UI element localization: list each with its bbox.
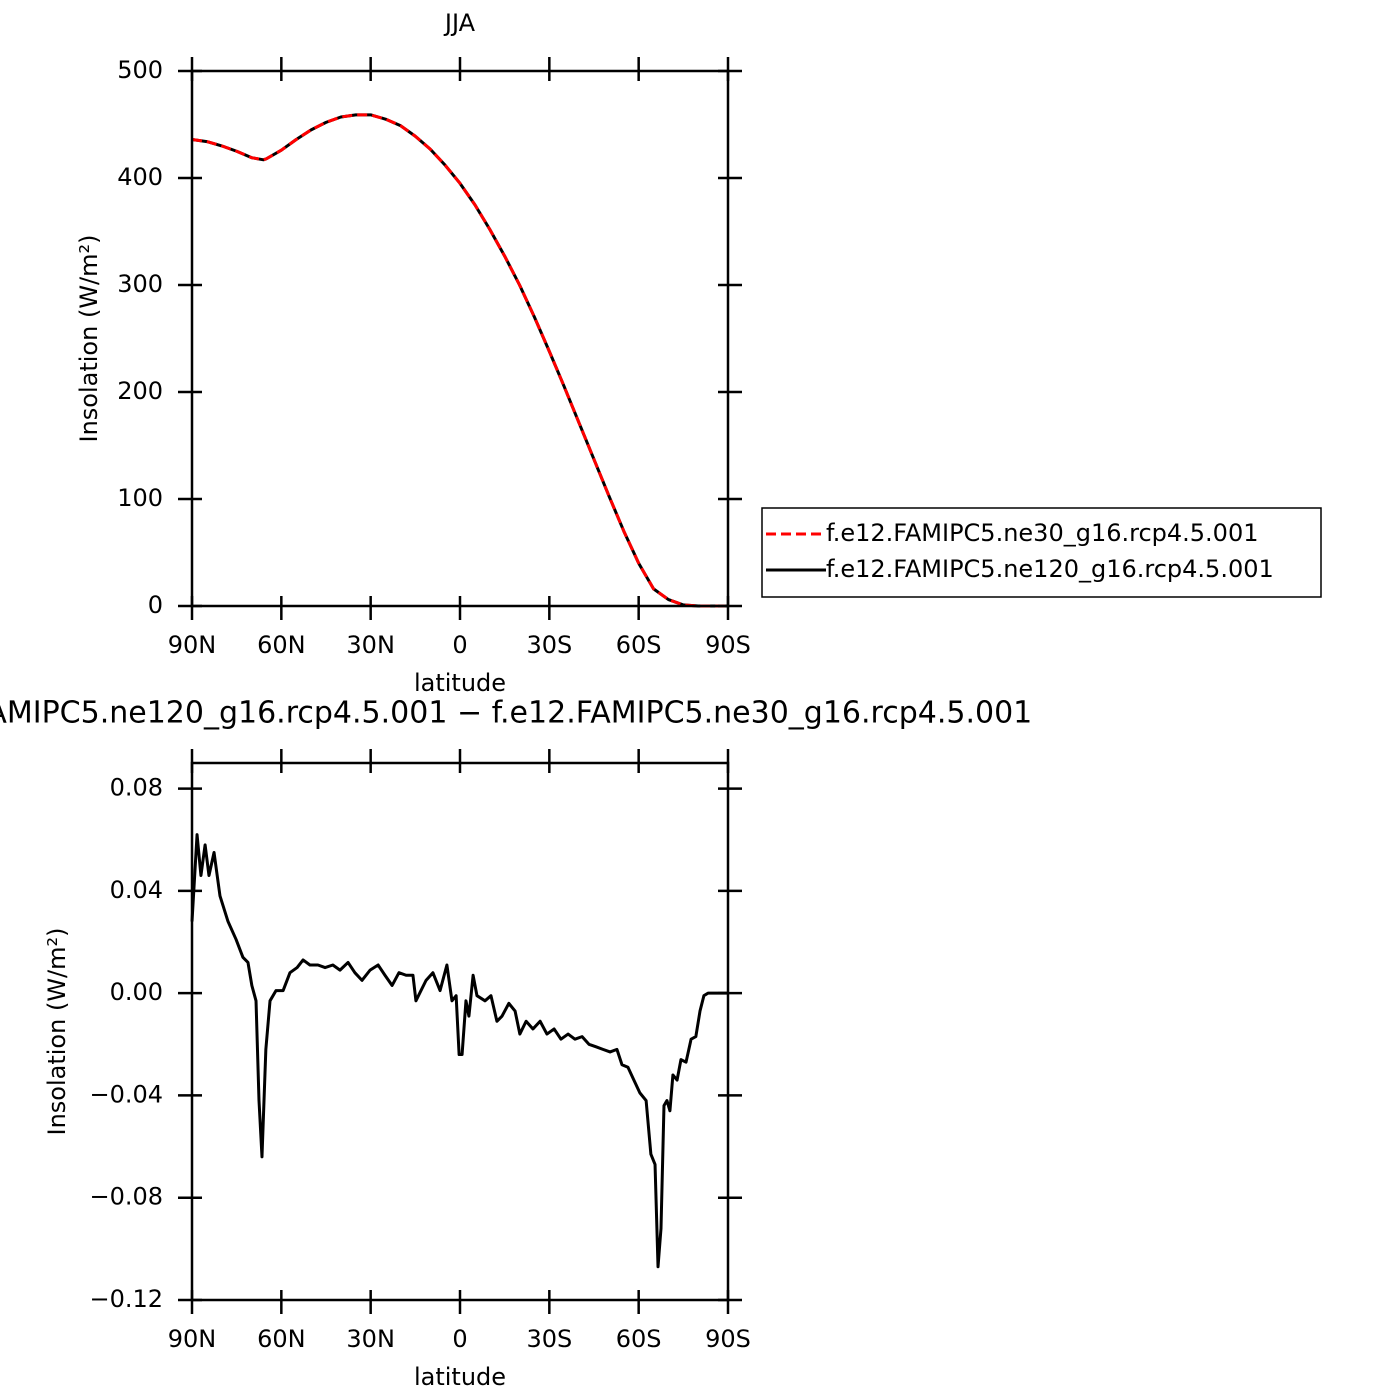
y-tick-label: 500 (117, 56, 163, 84)
y-axis-label: Insolation (W/m²) (43, 928, 71, 1136)
x-tick-label: 90S (705, 631, 751, 659)
data-line (191, 113, 728, 608)
x-tick-label: 60S (616, 631, 662, 659)
x-tick-label: 30S (526, 631, 572, 659)
x-axis-label: latitude (414, 1363, 506, 1391)
y-tick-label: 0.04 (110, 876, 163, 904)
x-axis-label: latitude (414, 669, 506, 697)
y-tick-label: −0.12 (89, 1285, 163, 1313)
x-tick-label: 90N (168, 631, 217, 659)
x-tick-label: 60S (616, 1325, 662, 1353)
chart-title: JJA (443, 9, 476, 37)
plot-frame (190, 69, 730, 608)
y-tick-label: −0.04 (89, 1080, 163, 1108)
data-line (191, 113, 728, 608)
y-tick-label: 100 (117, 484, 163, 512)
data-line (190, 833, 728, 1269)
y-tick-label: 300 (117, 270, 163, 298)
x-tick-label: 0 (452, 1325, 467, 1353)
x-tick-label: 60N (257, 1325, 306, 1353)
legend-label: f.e12.FAMIPC5.ne30_g16.rcp4.5.001 (826, 519, 1259, 547)
y-tick-label: 200 (117, 377, 163, 405)
x-tick-label: 30N (346, 631, 395, 659)
y-tick-label: 0.00 (110, 978, 163, 1006)
x-tick-label: 90S (705, 1325, 751, 1353)
y-tick-label: −0.08 (89, 1183, 163, 1211)
y-tick-label: 0.08 (110, 774, 163, 802)
y-tick-label: 0 (148, 591, 163, 619)
x-tick-label: 60N (257, 631, 306, 659)
x-tick-label: 30S (526, 1325, 572, 1353)
legend-box (761, 507, 1322, 598)
y-axis-label: Insolation (W/m²) (75, 235, 103, 443)
legend-label: f.e12.FAMIPC5.ne120_g16.rcp4.5.001 (826, 555, 1274, 583)
chart-title: f.e12.FAMIPC5.ne120_g16.rcp4.5.001 − f.e… (0, 696, 1032, 731)
x-tick-label: 30N (346, 1325, 395, 1353)
x-tick-label: 0 (452, 631, 467, 659)
x-tick-label: 90N (168, 1325, 217, 1353)
y-tick-label: 400 (117, 163, 163, 191)
plot-frame (190, 761, 730, 1302)
